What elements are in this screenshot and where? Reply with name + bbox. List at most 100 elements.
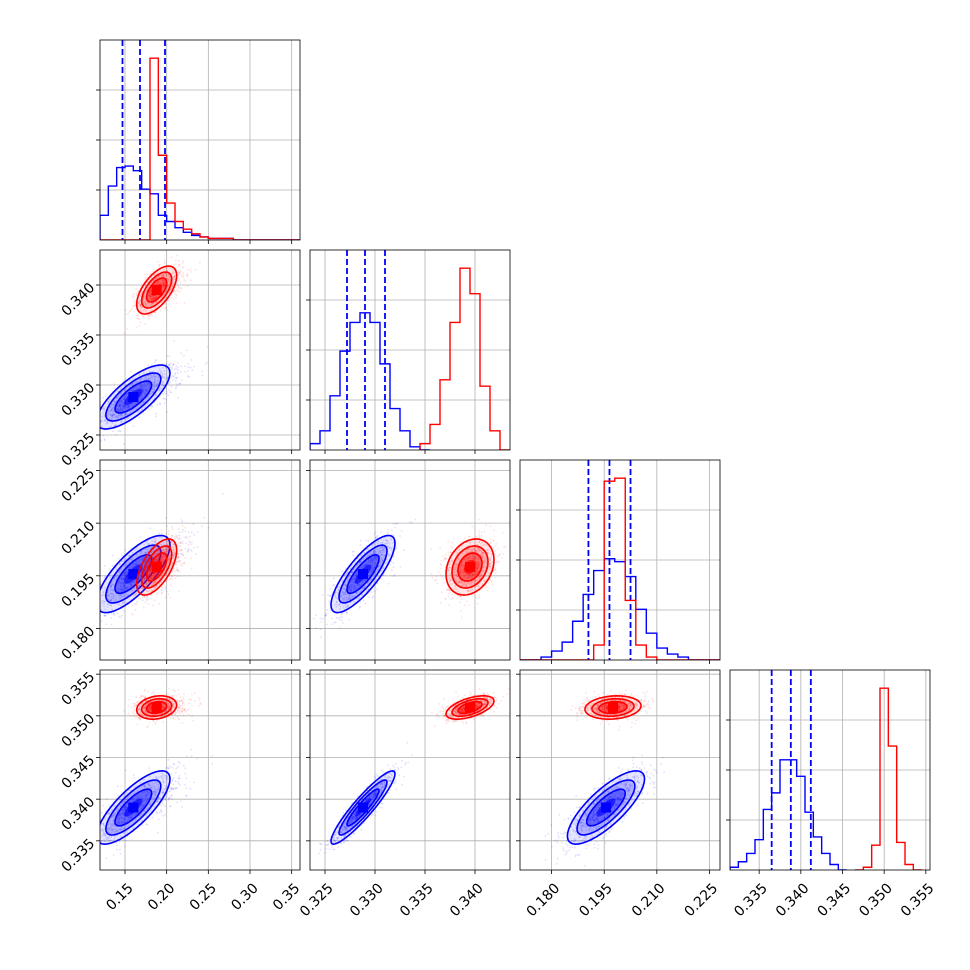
sample-point <box>145 397 147 400</box>
sample-point <box>359 585 362 587</box>
sample-point <box>148 568 151 571</box>
sample-point <box>182 266 185 269</box>
sample-point <box>482 554 485 557</box>
sample-point <box>173 275 176 278</box>
sample-point <box>155 358 158 361</box>
sample-point <box>124 389 127 392</box>
sample-point <box>151 574 154 577</box>
sample-point <box>135 603 138 605</box>
sample-point <box>174 577 177 580</box>
sample-point <box>141 306 144 309</box>
sample-point <box>127 587 129 590</box>
sample-point <box>176 558 179 561</box>
sample-point <box>363 564 366 567</box>
sample-point <box>385 542 387 545</box>
sample-point <box>355 574 358 577</box>
sample-point <box>186 550 189 553</box>
sample-point <box>161 273 164 275</box>
sample-point <box>341 587 344 590</box>
series-0-histogram <box>100 165 300 240</box>
sample-point <box>483 562 486 565</box>
sample-point <box>167 277 170 280</box>
sample-point <box>337 617 339 620</box>
sample-point <box>381 545 384 548</box>
sample-point <box>126 594 129 597</box>
sample-point <box>121 410 124 412</box>
sample-point <box>104 600 106 603</box>
sample-point <box>114 424 117 426</box>
sample-point <box>161 288 164 291</box>
sample-point <box>154 540 156 543</box>
sample-point <box>123 332 126 335</box>
sample-point <box>112 410 114 413</box>
sample-point <box>346 611 349 614</box>
sample-point <box>184 370 187 373</box>
sample-point <box>145 378 148 381</box>
sample-point <box>163 282 166 285</box>
sample-point <box>353 568 355 571</box>
sample-point <box>161 275 164 278</box>
sample-point <box>145 583 148 586</box>
sample-point <box>148 383 151 385</box>
sample-point <box>148 569 151 572</box>
sample-point <box>160 372 162 375</box>
sample-point <box>148 294 151 296</box>
sample-point <box>142 401 145 404</box>
sample-point <box>157 571 160 574</box>
sample-point <box>171 271 174 274</box>
sample-point <box>122 578 124 581</box>
sample-point <box>170 368 173 371</box>
sample-point <box>122 577 125 579</box>
sample-point <box>127 561 130 564</box>
sample-point <box>149 294 152 297</box>
sample-point <box>132 563 135 566</box>
sample-point <box>107 413 110 416</box>
sample-point <box>168 558 171 561</box>
sample-point <box>138 386 141 389</box>
sample-point <box>131 588 134 591</box>
sample-point <box>175 296 177 299</box>
sample-point <box>123 573 126 576</box>
sample-point <box>158 556 161 558</box>
sample-point <box>138 373 141 376</box>
sample-point <box>151 388 154 391</box>
sample-point <box>162 376 165 379</box>
sample-point <box>142 554 145 557</box>
sample-point <box>125 562 128 565</box>
sample-point <box>141 310 144 312</box>
sample-point <box>124 573 127 575</box>
sample-point <box>354 574 357 577</box>
sample-point <box>120 587 123 590</box>
sample-point <box>369 560 372 563</box>
sample-point <box>123 573 126 576</box>
sample-point <box>146 564 149 567</box>
sample-point <box>370 557 373 559</box>
sample-point <box>178 280 180 282</box>
sample-point <box>439 547 441 550</box>
sample-point <box>326 623 329 626</box>
sample-point <box>102 592 105 594</box>
sample-point <box>165 392 168 395</box>
sample-point <box>161 566 164 569</box>
sample-point <box>179 570 181 573</box>
sample-point <box>359 544 362 547</box>
sample-point <box>369 559 372 562</box>
sample-point <box>195 553 198 556</box>
sample-point <box>118 595 120 598</box>
sample-point <box>154 537 157 540</box>
sample-point <box>350 583 353 586</box>
sample-point <box>123 405 126 407</box>
sample-point <box>165 390 168 393</box>
sample-point <box>162 561 165 564</box>
sample-point <box>372 568 375 571</box>
sample-point <box>143 378 146 381</box>
sample-point <box>175 365 178 368</box>
sample-point <box>410 521 413 524</box>
sample-point <box>343 598 346 601</box>
sample-point <box>359 555 362 557</box>
sample-point <box>171 575 174 577</box>
sample-point <box>118 413 120 416</box>
sample-point <box>372 550 375 552</box>
sample-point <box>475 555 477 558</box>
sample-point <box>481 551 484 554</box>
